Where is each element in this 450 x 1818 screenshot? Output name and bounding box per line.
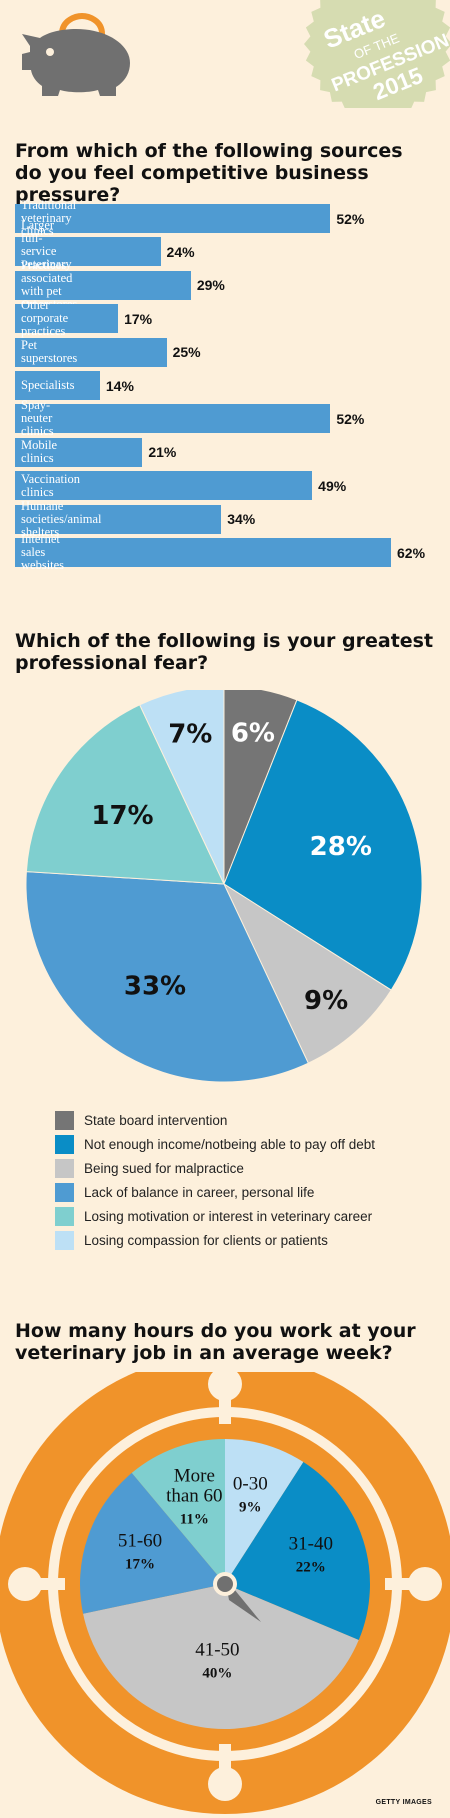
legend-label: Being sued for malpractice [84, 1160, 244, 1176]
bar-category-label: Spay-neuter clinics [21, 398, 54, 439]
legend-label: Not enough income/notbeing able to pay o… [84, 1136, 375, 1152]
bar [15, 237, 161, 267]
pie-slice [222, 882, 392, 1064]
hours-slice-label: than 60 [166, 1486, 222, 1507]
pie-slice-label: 7% [168, 719, 212, 749]
bar-category-label: Pet superstores [21, 338, 78, 366]
pie-slice [25, 704, 225, 885]
legend-swatch [55, 1230, 74, 1250]
piggy-bank-icon [22, 12, 130, 96]
bar-value-label: 49% [318, 477, 347, 494]
hours-slice-label: 41-50 [195, 1639, 239, 1660]
bar-value-label: 14% [105, 377, 134, 394]
pie-slice-label: 17% [91, 801, 153, 831]
bar-value-label: 25% [172, 344, 201, 361]
bar [15, 204, 331, 233]
hours-slice-label: More [174, 1466, 215, 1487]
hours-slice-value: 11% [180, 1512, 209, 1528]
bar [15, 437, 143, 467]
hours-slice [225, 1462, 370, 1641]
hours-slice-value: 17% [125, 1557, 155, 1573]
pie-slice [25, 871, 309, 1083]
legend-label: Lack of balance in career, personal life [84, 1184, 315, 1200]
pie-slice-label: 6% [231, 718, 275, 748]
bar-category-label: Mobile clinics [21, 438, 58, 466]
dial-knob [8, 1567, 65, 1601]
legend-item: State board intervention [55, 1110, 227, 1130]
legend-item: Losing compassion for clients or patient… [55, 1230, 328, 1250]
dial-center [217, 1576, 233, 1592]
bar-category-label: Practices associated with pet superstore… [21, 259, 77, 311]
bar [15, 270, 191, 300]
bar [15, 304, 119, 334]
bar-category-label: Other corporate practices [21, 298, 69, 339]
bar-value-label: 62% [397, 544, 426, 561]
bar-value-label: 17% [124, 310, 153, 327]
bar [15, 504, 222, 534]
bar [15, 337, 167, 367]
bar [15, 471, 313, 501]
pie-slice-label: 9% [304, 986, 348, 1016]
legend-item: Being sued for malpractice [55, 1158, 244, 1178]
pie-slice-label: 33% [124, 972, 186, 1002]
legend-swatch [55, 1158, 74, 1178]
hours-slice [131, 1439, 225, 1584]
bar-value-label: 34% [227, 511, 256, 528]
dial-knob [208, 1372, 242, 1424]
bar [15, 371, 100, 400]
dial-knob [208, 1744, 242, 1801]
legend-swatch [55, 1110, 74, 1130]
pie-slice [223, 699, 423, 991]
bar-category-label: Vaccination clinics [21, 471, 81, 499]
legend-swatch [55, 1182, 74, 1202]
legend-item: Not enough income/notbeing able to pay o… [55, 1134, 375, 1154]
hours-slice [225, 1439, 304, 1584]
hours-slice-value: 9% [239, 1500, 262, 1516]
hours-slice [83, 1584, 359, 1730]
hours-slice-value: 40% [202, 1665, 232, 1681]
legend-label: Losing compassion for clients or patient… [84, 1232, 328, 1248]
legend-label: Losing motivation or interest in veterin… [84, 1208, 373, 1224]
hours-slice-label: 51-60 [118, 1531, 162, 1552]
pie-slice [139, 690, 225, 885]
legend-swatch [55, 1134, 74, 1154]
bar-category-label: Internet sales websites [21, 532, 65, 572]
hours-chart-title: How many hours do you work at your veter… [15, 1320, 416, 1364]
bar-category-label: Specialists [21, 378, 75, 392]
state-of-profession-badge: State OF THE PROFESSION 2015 [304, 0, 450, 108]
dial-knob [385, 1567, 442, 1601]
bar-value-label: 21% [148, 444, 177, 461]
photo-credit: GETTY IMAGES [375, 1799, 432, 1806]
pie-slice-label: 28% [310, 832, 372, 862]
bar [15, 404, 331, 434]
bar-value-label: 52% [336, 410, 365, 427]
legend-swatch [55, 1206, 74, 1226]
bar-value-label: 29% [196, 277, 225, 294]
legend-label: State board intervention [84, 1112, 228, 1128]
fear-pie-chart: 6% 28% 9% 33% 17% 7% [25, 690, 423, 1083]
legend-item: Lack of balance in career, personal life [55, 1182, 314, 1202]
bar [15, 538, 391, 567]
hours-slice-value: 22% [296, 1559, 326, 1575]
bar-value-label: 24% [166, 243, 195, 260]
hours-slice-label: 0-30 [233, 1474, 268, 1495]
hours-slice [79, 1472, 225, 1614]
bar-category-label: Humane societies/animal shelters [21, 498, 102, 539]
fear-pie-title: Which of the following is your greatest … [15, 630, 434, 674]
bar-chart-title: From which of the following sources do y… [15, 140, 403, 206]
bar-value-label: 52% [336, 210, 365, 227]
legend-item: Losing motivation or interest in veterin… [55, 1206, 372, 1226]
hours-slice-label: 31-40 [289, 1533, 333, 1554]
